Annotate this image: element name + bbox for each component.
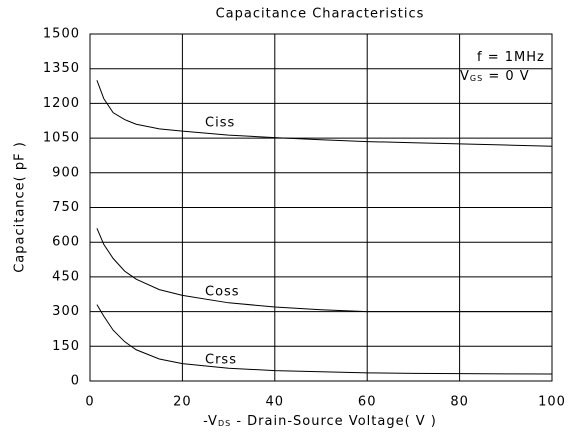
y-tick-label: 1050 <box>43 131 80 146</box>
y-tick-label: 1200 <box>43 96 80 111</box>
annotation-part: f = 1MHz <box>477 50 545 65</box>
x-tick-label: 60 <box>358 395 377 410</box>
y-tick-label: 900 <box>52 165 80 180</box>
x-tick-label: 100 <box>538 395 566 410</box>
x-tick-label: 20 <box>173 395 192 410</box>
y-tick-label: 1500 <box>43 27 80 42</box>
series-line <box>96 80 553 147</box>
annotation-sub: GS <box>470 74 483 83</box>
series-line <box>96 304 553 375</box>
y-tick-label: 0 <box>71 374 80 389</box>
y-tick-label: 750 <box>52 200 80 215</box>
x-label-part: -V <box>203 414 218 429</box>
annotation-part: = 0 V <box>483 69 529 84</box>
y-axis-label: Capacitance( pF ) <box>13 141 28 273</box>
y-tick-label: 150 <box>52 339 80 354</box>
x-tick-label: 80 <box>450 395 469 410</box>
series-label: Coss <box>205 285 240 300</box>
x-tick-label: 40 <box>266 395 285 410</box>
y-tick-label: 1350 <box>43 61 80 76</box>
series-label: Ciss <box>205 116 235 131</box>
series-line <box>96 228 552 313</box>
x-axis-label: -VDS - Drain-Source Voltage( V ) <box>203 414 437 429</box>
annotation: f = 1MHz <box>477 50 545 65</box>
y-tick-label: 450 <box>52 269 80 284</box>
series-label: Crss <box>205 353 237 368</box>
y-tick-label: 600 <box>52 235 80 250</box>
chart-title: Capacitance Characteristics <box>216 7 425 22</box>
x-label-sub: DS <box>218 419 231 428</box>
annotation-part: V <box>460 69 470 84</box>
y-tick-label: 300 <box>52 304 80 319</box>
x-tick-label: 0 <box>85 395 94 410</box>
x-label-part: - Drain-Source Voltage( V ) <box>231 414 437 429</box>
annotation: VGS = 0 V <box>460 69 530 84</box>
plot-border <box>89 33 553 382</box>
